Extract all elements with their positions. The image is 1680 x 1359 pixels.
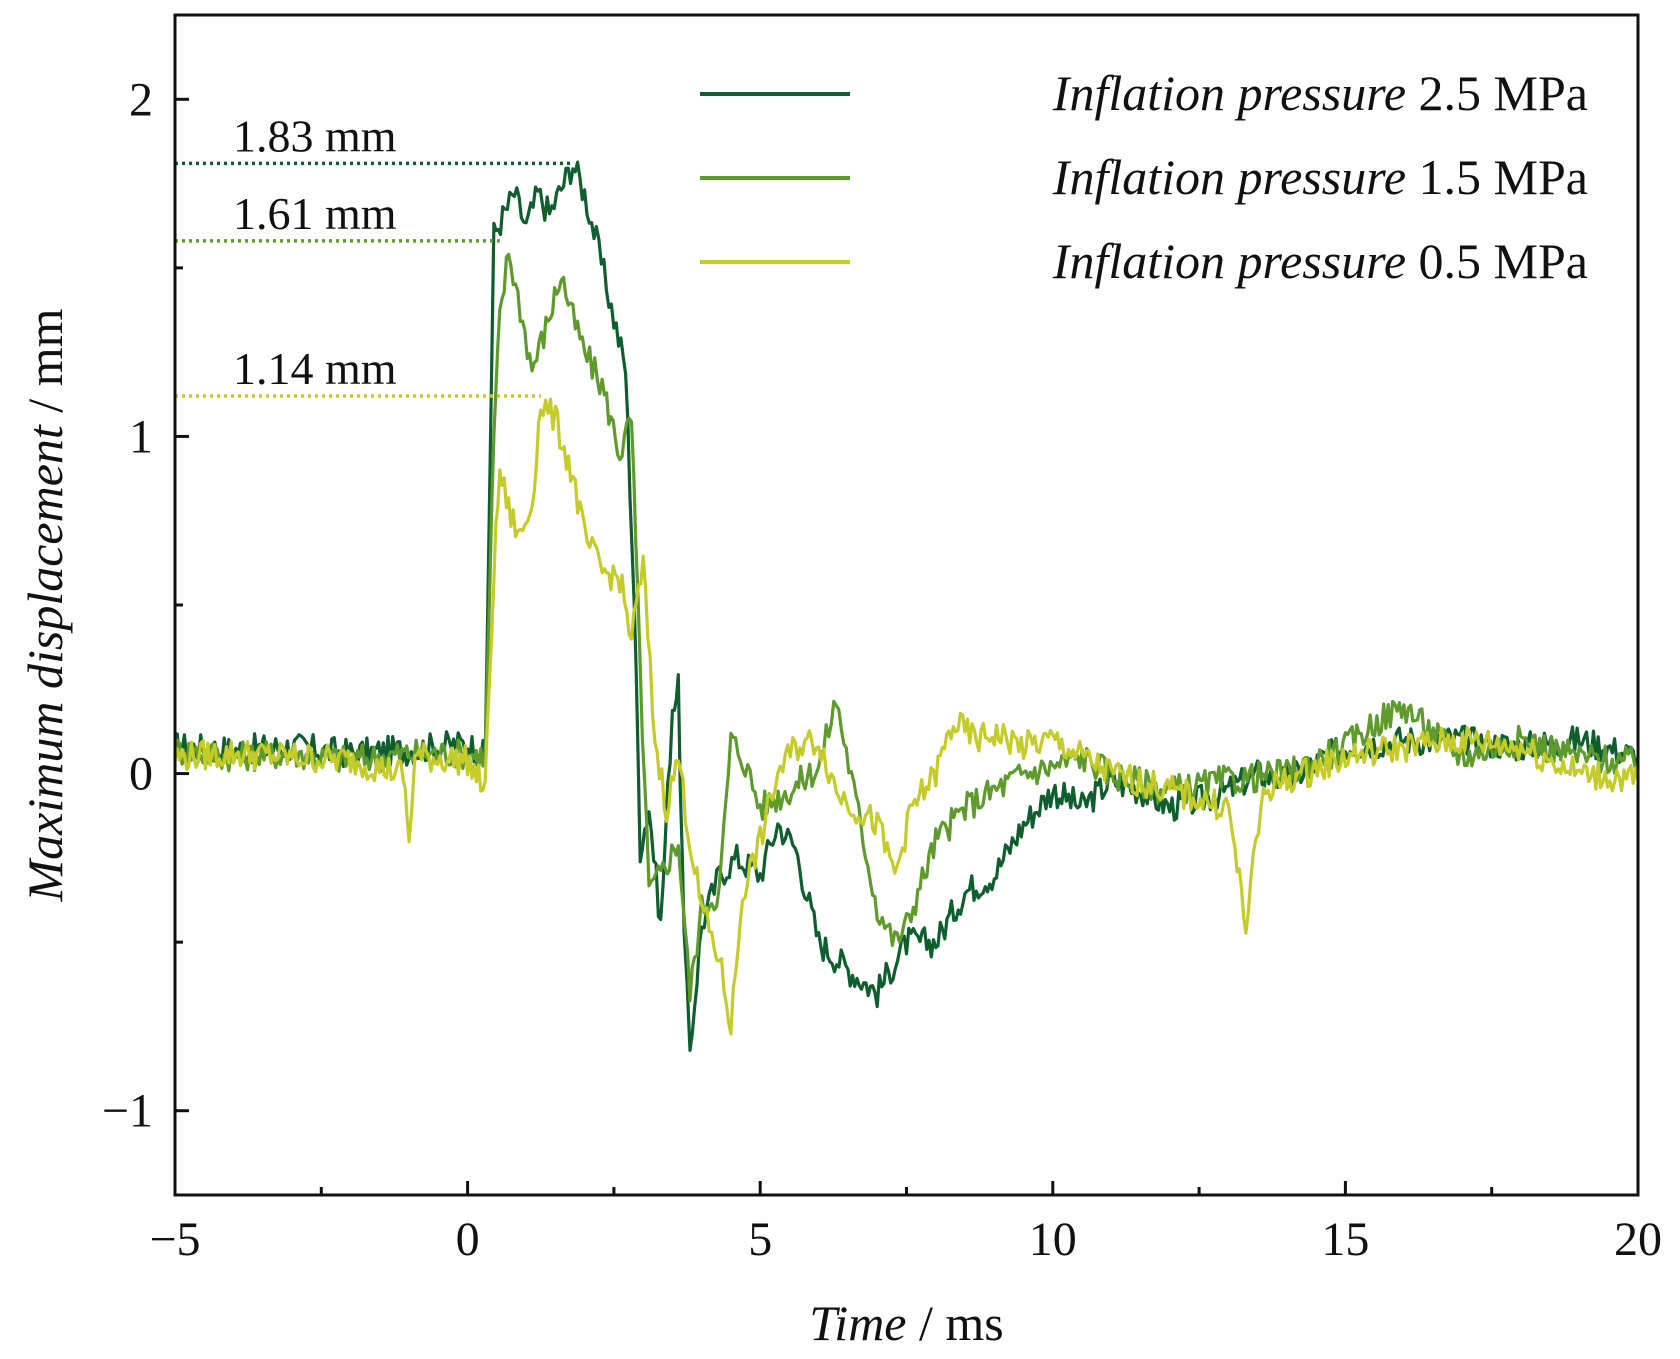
series-layer — [173, 160, 1640, 1053]
y-axis-title-italic: Maximum displacement — [17, 424, 73, 902]
legend-label-1: Inflation pressure 2.5 MPa — [1052, 65, 1588, 121]
annotation-label-1: 1.83 mm — [233, 110, 397, 161]
series-line-3 — [173, 397, 1640, 1036]
annotation-label-2: 1.61 mm — [233, 188, 397, 239]
y-tick-label: −1 — [102, 1085, 153, 1138]
legend-label-value: 0.5 MPa — [1406, 233, 1588, 289]
x-tick-label: 15 — [1321, 1213, 1369, 1266]
legend-label-italic: Inflation pressure — [1052, 65, 1406, 121]
y-tick-label: 1 — [129, 410, 153, 463]
legend-label-value: 2.5 MPa — [1406, 65, 1588, 121]
x-tick-label: 5 — [748, 1213, 772, 1266]
x-tick-label: 10 — [1029, 1213, 1077, 1266]
annotation-label-3: 1.14 mm — [233, 343, 397, 394]
legend-label-value: 1.5 MPa — [1406, 149, 1588, 205]
y-axis-title-unit: / mm — [17, 308, 73, 425]
y-tick-label: 0 — [129, 748, 153, 801]
x-tick-label: 20 — [1614, 1213, 1662, 1266]
tick-layer: −5 0 5 10 15 20 −1 0 1 2 — [102, 73, 1662, 1266]
x-tick-label: −5 — [149, 1213, 200, 1266]
annotation-layer: 1.83 mm 1.61 mm 1.14 mm — [175, 110, 573, 398]
x-tick-label: 0 — [456, 1213, 480, 1266]
legend-label-italic: Inflation pressure — [1052, 149, 1406, 205]
legend-label-2: Inflation pressure 1.5 MPa — [1052, 149, 1588, 205]
x-axis-title-italic: Time — [809, 1295, 906, 1351]
x-axis-title-unit: / ms — [907, 1295, 1004, 1351]
y-tick-label: 2 — [129, 73, 153, 126]
y-axis-title: Maximum displacement / mm — [17, 308, 73, 902]
legend-label-italic: Inflation pressure — [1052, 233, 1406, 289]
x-axis-title: Time / ms — [809, 1295, 1004, 1351]
legend-label-3: Inflation pressure 0.5 MPa — [1052, 233, 1588, 289]
